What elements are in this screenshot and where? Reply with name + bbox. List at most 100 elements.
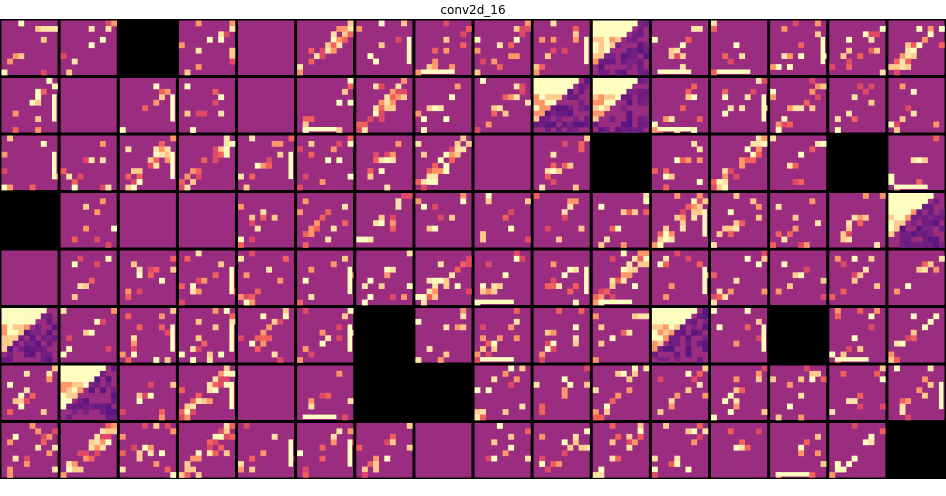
feature-map-tile <box>119 308 177 363</box>
activation-pixel <box>679 225 686 232</box>
activation-pixel <box>229 26 236 32</box>
activation-pixel <box>620 105 627 112</box>
activation-pixel <box>651 242 658 248</box>
edge-activation <box>302 127 337 132</box>
activation-pixel <box>496 423 503 429</box>
activation-pixel <box>99 318 106 325</box>
activation-pixel <box>910 220 917 227</box>
activation-pixel <box>513 36 520 43</box>
activation-pixel <box>7 318 13 325</box>
activation-pixel <box>539 105 546 112</box>
activation-pixel <box>544 225 551 232</box>
activation-pixel <box>894 288 900 295</box>
activation-pixel <box>691 324 698 331</box>
activation-pixel <box>282 308 289 314</box>
activation-pixel <box>508 209 515 216</box>
activation-pixel <box>910 42 917 49</box>
activation-pixel <box>637 99 644 106</box>
activation-pixel <box>556 83 562 90</box>
activation-pixel <box>561 105 568 112</box>
activation-pixel <box>99 157 106 164</box>
feature-map-tile <box>119 423 177 478</box>
feature-map-tile <box>356 423 413 478</box>
activation-pixel <box>12 398 19 404</box>
feature-map-tile <box>474 423 531 478</box>
activation-pixel <box>632 36 638 43</box>
activation-pixel <box>367 53 374 59</box>
activation-pixel <box>206 439 213 446</box>
activation-pixel <box>7 335 13 342</box>
activation-pixel <box>432 173 439 180</box>
activation-pixel <box>651 346 658 352</box>
activation-pixel <box>770 242 776 248</box>
activation-pixel <box>66 466 73 473</box>
activation-pixel <box>668 461 675 467</box>
activation-pixel <box>598 42 605 49</box>
activation-pixel <box>696 370 703 377</box>
activation-pixel <box>651 318 658 325</box>
activation-pixel <box>432 179 439 185</box>
activation-pixel <box>206 381 213 388</box>
tile-background <box>297 365 354 420</box>
activation-pixel <box>643 209 650 216</box>
activation-pixel <box>83 403 89 410</box>
activation-pixel <box>620 209 627 216</box>
activation-pixel <box>491 455 498 462</box>
activation-pixel <box>502 370 509 377</box>
activation-pixel <box>454 83 461 90</box>
activation-pixel <box>539 99 546 106</box>
activation-pixel <box>679 324 686 331</box>
activation-pixel <box>910 110 917 117</box>
activation-pixel <box>71 261 78 268</box>
activation-pixel <box>153 357 160 363</box>
activation-pixel <box>927 31 934 38</box>
edge-activation <box>894 184 928 189</box>
activation-pixel <box>626 261 633 268</box>
activation-pixel <box>722 88 729 95</box>
activation-pixel <box>938 209 945 216</box>
activation-pixel <box>12 324 19 331</box>
activation-pixel <box>88 439 95 446</box>
activation-pixel <box>922 392 928 399</box>
activation-pixel <box>190 127 196 133</box>
activation-pixel <box>308 141 315 147</box>
activation-pixel <box>809 78 816 84</box>
activation-pixel <box>572 266 579 273</box>
activation-pixel <box>927 261 934 268</box>
activation-pixel <box>288 135 295 142</box>
activation-pixel <box>857 53 864 59</box>
activation-pixel <box>657 236 664 243</box>
activation-pixel <box>550 277 557 284</box>
activation-pixel <box>71 370 78 377</box>
feature-map-tile <box>651 20 708 75</box>
activation-pixel <box>1 168 8 174</box>
activation-pixel <box>626 88 633 95</box>
activation-pixel <box>60 376 67 383</box>
activation-pixel <box>550 168 557 174</box>
activation-pixel <box>443 36 450 43</box>
activation-pixel <box>111 428 117 435</box>
activation-pixel <box>449 272 455 279</box>
activation-pixel <box>750 198 757 205</box>
activation-pixel <box>206 36 213 43</box>
feature-map-grid <box>0 19 946 479</box>
activation-pixel <box>485 121 492 128</box>
activation-pixel <box>626 20 633 27</box>
activation-pixel <box>626 127 633 133</box>
activation-pixel <box>485 351 492 358</box>
activation-pixel <box>330 146 337 153</box>
activation-pixel <box>319 455 326 462</box>
activation-pixel <box>674 461 681 467</box>
activation-pixel <box>632 255 638 262</box>
activation-pixel <box>815 31 821 38</box>
activation-pixel <box>632 313 638 320</box>
activation-pixel <box>35 313 42 320</box>
activation-pixel <box>927 225 934 232</box>
activation-pixel <box>632 78 638 84</box>
activation-pixel <box>131 444 137 451</box>
activation-pixel <box>508 94 515 101</box>
activation-pixel <box>330 42 337 49</box>
activation-pixel <box>178 472 185 478</box>
feature-map-tile <box>770 135 827 190</box>
feature-map-tile <box>770 308 827 363</box>
